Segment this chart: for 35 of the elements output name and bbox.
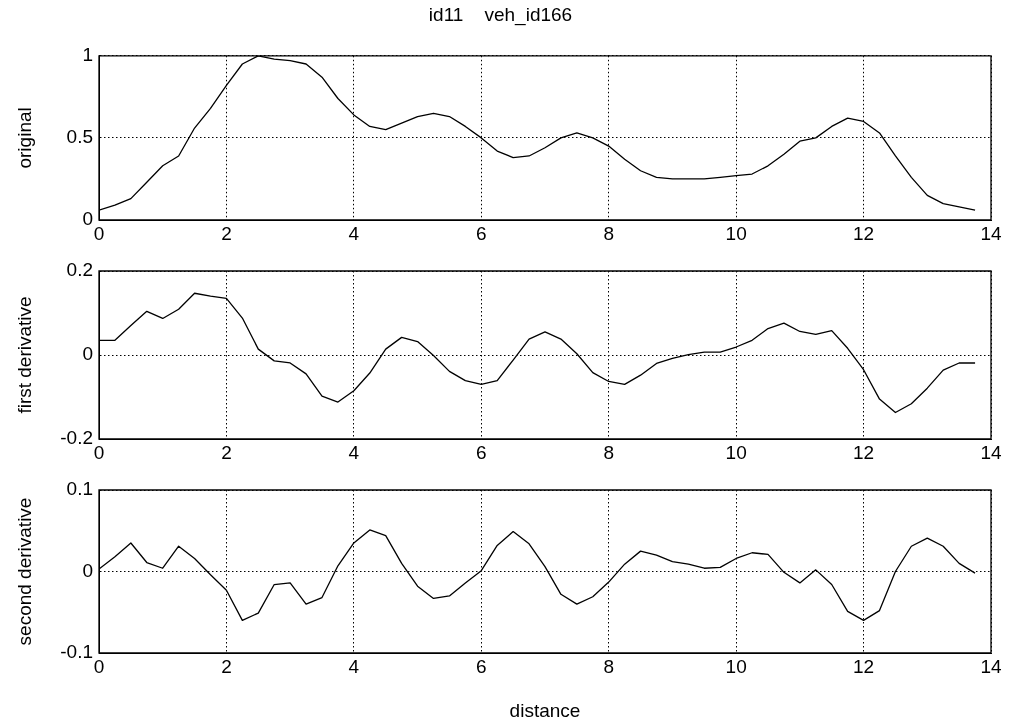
x-tick-label: 6	[476, 655, 487, 677]
x-tick-label: 12	[853, 222, 875, 244]
y-tick-label: 0.2	[66, 259, 93, 281]
x-tick-label: 10	[725, 655, 747, 677]
y-tick-label: 0.5	[66, 126, 93, 148]
x-axis-title: distance	[509, 699, 581, 721]
y-tick-label: 0	[82, 343, 93, 365]
x-tick-label: 10	[725, 222, 747, 244]
y-tick-label: -0.1	[60, 641, 93, 663]
x-tick-label: 12	[853, 655, 875, 677]
y-tick-label: 1	[82, 44, 93, 66]
y-axis-title: original	[13, 107, 35, 169]
chart-title: id11 veh_id166	[428, 3, 573, 26]
x-tick-label: 14	[980, 441, 1002, 463]
x-tick-label: 6	[476, 222, 487, 244]
x-tick-label: 8	[603, 655, 614, 677]
x-tick-label: 10	[725, 441, 747, 463]
y-tick-label: 0	[82, 208, 93, 230]
x-tick-label: 4	[348, 441, 360, 463]
x-tick-label: 8	[603, 441, 614, 463]
x-tick-label: 12	[853, 441, 875, 463]
y-axis-title: second derivative	[13, 497, 35, 646]
x-tick-label: 8	[603, 222, 614, 244]
y-tick-label: -0.2	[60, 427, 93, 449]
y-axis-title: first derivative	[13, 296, 35, 414]
y-tick-label: 0	[82, 559, 93, 581]
x-tick-label: 2	[221, 655, 232, 677]
x-tick-label: 6	[476, 441, 487, 463]
y-tick-label: 0.1	[66, 478, 93, 500]
x-tick-label: 2	[221, 222, 232, 244]
x-tick-label: 2	[221, 441, 232, 463]
x-tick-label: 4	[348, 222, 360, 244]
x-tick-label: 4	[348, 655, 360, 677]
x-tick-label: 14	[980, 222, 1002, 244]
x-tick-label: 14	[980, 655, 1002, 677]
